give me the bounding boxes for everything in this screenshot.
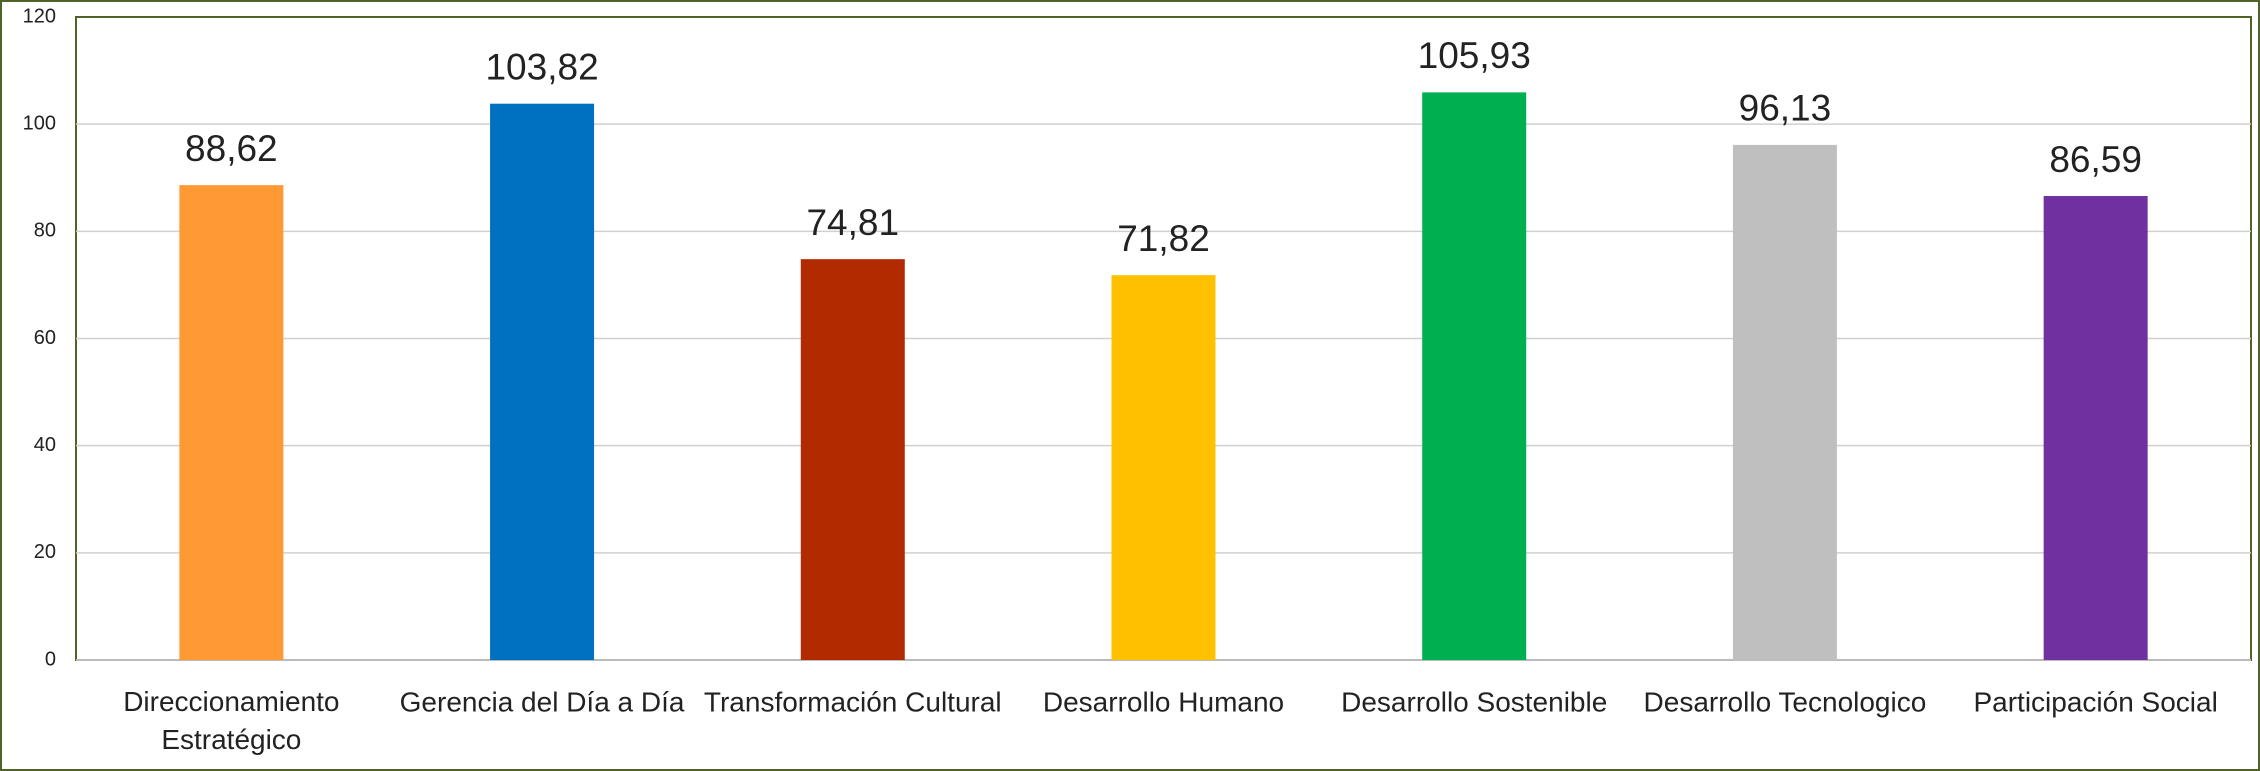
y-tick-label: 40 xyxy=(34,434,56,456)
x-tick-label: Desarrollo Sostenible xyxy=(1341,686,1607,717)
x-tick-label: Desarrollo Humano xyxy=(1043,686,1284,717)
y-tick-label: 0 xyxy=(45,648,56,670)
bar xyxy=(1111,275,1216,660)
bar xyxy=(800,259,905,660)
x-tick-label: Desarrollo Tecnologico xyxy=(1644,686,1927,717)
y-tick-label: 120 xyxy=(23,5,56,27)
data-label: 74,81 xyxy=(806,202,899,243)
y-tick-label: 60 xyxy=(34,327,56,349)
x-tick-label-line: Direccionamiento xyxy=(123,686,339,717)
y-tick-label: 80 xyxy=(34,220,56,242)
x-tick-label: Gerencia del Día a Día xyxy=(400,686,685,717)
data-label: 71,82 xyxy=(1117,218,1210,259)
bar xyxy=(1422,92,1527,661)
bar xyxy=(2043,196,2148,660)
x-tick-label: Transformación Cultural xyxy=(704,686,1002,717)
y-tick-label: 20 xyxy=(34,541,56,563)
data-label: 96,13 xyxy=(1739,88,1832,129)
y-tick-label: 100 xyxy=(23,112,56,134)
bar xyxy=(179,185,284,660)
data-label: 103,82 xyxy=(485,46,598,87)
x-tick-label: Participación Social xyxy=(1973,686,2217,717)
bar xyxy=(490,103,595,661)
bar xyxy=(1732,144,1837,660)
data-label: 105,93 xyxy=(1418,35,1531,76)
x-tick-label-line: Estratégico xyxy=(161,724,301,755)
data-label: 86,59 xyxy=(2049,139,2142,180)
data-label: 88,62 xyxy=(185,128,278,169)
x-tick-label: Direccionamiento Estratégico xyxy=(123,686,339,755)
